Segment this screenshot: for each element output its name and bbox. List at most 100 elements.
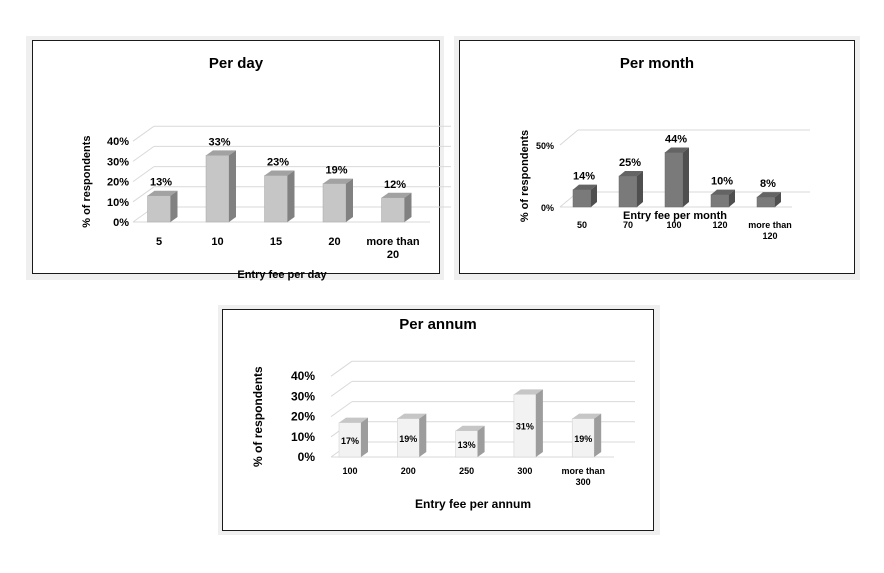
bar-top (513, 389, 543, 395)
data-label: 19% (574, 434, 592, 444)
chart-title: Per day (208, 55, 264, 72)
data-label: 33% (208, 136, 230, 148)
bar (205, 150, 236, 223)
chart-panel-per-month: Per month 0% 50% 14% 50 25% 70 44% 100 10% 120 8% m… (459, 40, 855, 274)
gridline-depth (330, 360, 353, 377)
y-tick-label: 20% (107, 177, 129, 189)
data-label: 13% (458, 440, 476, 450)
category-label: more than 20 (366, 236, 419, 261)
bar-top (264, 170, 295, 176)
category-label-line: 15 (270, 236, 282, 248)
bar-top (381, 192, 412, 198)
bar (322, 178, 353, 223)
category-label-line: 5 (156, 236, 162, 248)
bar-side (637, 171, 643, 207)
category-label: 20 (328, 236, 340, 248)
data-label: 10% (711, 176, 733, 188)
bar-top (455, 425, 485, 431)
bar-side (729, 189, 735, 207)
bar-top (397, 413, 427, 419)
bar-top (147, 190, 178, 196)
x-axis-label: Entry fee per annum (415, 497, 531, 511)
bar (381, 192, 412, 223)
bar-top (757, 192, 781, 198)
bar (618, 171, 643, 208)
y-tick-label: 40% (107, 136, 129, 148)
bar (455, 425, 485, 458)
gridline-depth (132, 145, 155, 162)
bar (664, 147, 689, 208)
y-tick-label: 10% (291, 430, 315, 444)
bar-side (287, 170, 295, 222)
data-label: 19% (325, 165, 347, 177)
chart-title: Per month (619, 55, 695, 72)
category-label-line: 100 (666, 220, 681, 230)
chart-panel-per-annum: Per annum 0% 10% 20% 30% 40% 17% 100 19% 200 13% 2… (222, 309, 654, 531)
bar (513, 389, 543, 458)
chart-title: Per annum (399, 316, 477, 333)
data-label: 31% (516, 422, 534, 432)
bar-top (711, 189, 735, 195)
category-label: 50 (577, 220, 587, 230)
bar (338, 417, 368, 458)
x-axis-label: Entry fee per day (237, 269, 327, 281)
category-label-line: 70 (623, 220, 633, 230)
x-axis-label: Entry fee per month (623, 210, 727, 222)
data-label: 14% (573, 171, 595, 183)
y-axis-label: % of respondents (519, 130, 531, 222)
gridline-depth (330, 380, 353, 397)
bar (710, 189, 735, 208)
bar (264, 170, 295, 223)
bar-top (206, 150, 236, 156)
data-label: 44% (665, 133, 687, 145)
category-label-line: 120 (762, 231, 777, 241)
data-label: 8% (760, 178, 776, 190)
bar-side (170, 190, 178, 222)
category-label-line: 50 (577, 220, 587, 230)
data-label: 12% (384, 179, 406, 191)
category-label-line: 200 (401, 466, 416, 476)
chart-panel-per-day: Per day 0% 10% 20% 30% 40% 13% 5 33% 10 23% 15 19% 2… (32, 40, 451, 281)
y-tick-label: 50% (536, 141, 554, 151)
data-label: 23% (267, 157, 289, 169)
gridline-depth (330, 401, 353, 418)
bar-side (477, 425, 485, 457)
bar-top (339, 417, 368, 423)
bar-side (404, 192, 412, 222)
y-tick-label: 0% (113, 217, 129, 229)
bar-chart-per-annum: 0% 10% 20% 30% 40% 17% 100 19% 200 13% 250 31% 300 19… (251, 360, 635, 511)
category-label-line: more than (561, 466, 605, 476)
bar-top (665, 147, 689, 153)
y-axis-label: % of respondents (251, 366, 265, 467)
category-label: 70 (623, 220, 633, 230)
category-label: 10 (211, 236, 223, 248)
bar-side (346, 178, 353, 222)
category-label-line: 20 (328, 236, 340, 248)
bar-front (756, 196, 776, 208)
bar-top (619, 171, 643, 176)
y-tick-label: 30% (291, 389, 315, 403)
bar-side (594, 413, 602, 457)
bar-side (775, 192, 781, 207)
bar-top (573, 184, 597, 190)
bar-side (683, 147, 689, 207)
category-label: more than 120 (748, 220, 792, 241)
category-label-line: 250 (459, 466, 474, 476)
category-label: 250 (459, 466, 474, 476)
bar-top (323, 178, 353, 184)
category-label: 100 (666, 220, 681, 230)
data-label: 19% (399, 434, 417, 444)
bar-side (591, 184, 597, 207)
bar-front (664, 152, 684, 208)
category-label-line: 300 (576, 477, 591, 487)
category-label-line: 10 (211, 236, 223, 248)
gridline-depth (132, 186, 155, 203)
gridline-depth (132, 166, 155, 183)
category-label: more than 300 (561, 466, 605, 487)
bar-side (229, 150, 236, 222)
data-label: 25% (619, 157, 641, 169)
bar (571, 413, 602, 458)
bar (147, 190, 178, 223)
data-label: 17% (341, 436, 359, 446)
y-tick-label: 30% (107, 156, 129, 168)
